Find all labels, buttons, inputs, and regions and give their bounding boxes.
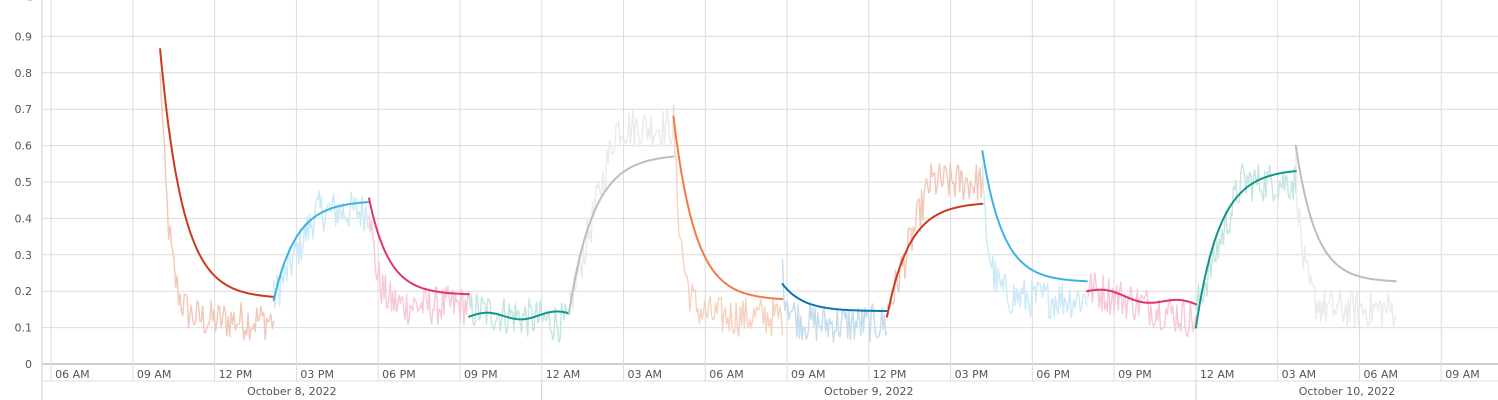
series-line bbox=[781, 282, 888, 312]
y-tick-label: 0 bbox=[25, 358, 32, 371]
series-line bbox=[981, 150, 1088, 283]
x-tick-label: 03 AM bbox=[1282, 368, 1317, 381]
series-line bbox=[886, 202, 984, 318]
y-tick-label: 0.8 bbox=[15, 67, 33, 80]
smoothed-series-layer bbox=[159, 48, 1397, 329]
x-tick-label: 09 AM bbox=[137, 368, 172, 381]
date-label: October 8, 2022 bbox=[247, 385, 337, 398]
x-tick-label: 12 PM bbox=[873, 368, 907, 381]
x-tick-label: 03 AM bbox=[627, 368, 662, 381]
series-line bbox=[468, 310, 570, 321]
x-tick-label: 03 PM bbox=[955, 368, 989, 381]
raw-series-layer bbox=[159, 72, 1397, 343]
y-tick-label: 0.3 bbox=[15, 249, 33, 262]
raw-series-line bbox=[368, 215, 470, 326]
y-tick-label: 0.6 bbox=[15, 140, 33, 153]
raw-series-line bbox=[781, 258, 888, 343]
raw-series-line bbox=[468, 291, 570, 343]
axes: 0 0.1 0.2 0.3 0.4 0.5 0.6 0.7 0.8 0.9 06 AM 09 AM 12… bbox=[15, 0, 1480, 398]
x-tick-label: 06 AM bbox=[55, 368, 90, 381]
y-tick-label: 0.4 bbox=[15, 212, 33, 225]
x-tick-label: 06 AM bbox=[1363, 368, 1398, 381]
series-line bbox=[1194, 170, 1297, 329]
x-tick-label: 09 PM bbox=[464, 368, 498, 381]
raw-series-line bbox=[568, 109, 675, 310]
x-tick-label: 12 PM bbox=[219, 368, 253, 381]
y-tick-label: 0.2 bbox=[15, 285, 33, 298]
x-tick-label: 03 PM bbox=[300, 368, 334, 381]
x-tick-label: 12 AM bbox=[1200, 368, 1235, 381]
x-tick-label: 06 AM bbox=[709, 368, 744, 381]
raw-series-line bbox=[159, 72, 275, 341]
raw-series-line bbox=[981, 164, 1088, 320]
date-label: October 10, 2022 bbox=[1299, 385, 1396, 398]
date-label: October 9, 2022 bbox=[824, 385, 914, 398]
series-line bbox=[1294, 144, 1397, 283]
grid bbox=[41, 0, 1498, 400]
x-tick-label: 12 AM bbox=[546, 368, 581, 381]
series-line bbox=[1085, 288, 1197, 306]
series-line bbox=[672, 115, 784, 301]
series-line bbox=[159, 48, 275, 298]
raw-series-line bbox=[1195, 163, 1297, 311]
y-tick-label: 0.9 bbox=[15, 30, 33, 43]
x-tick-label: 09 AM bbox=[1445, 368, 1480, 381]
y-tick-label: 0.7 bbox=[15, 103, 33, 116]
x-tick-label: 06 PM bbox=[1036, 368, 1070, 381]
series-line bbox=[368, 197, 470, 296]
raw-series-line bbox=[672, 105, 784, 338]
series-line bbox=[568, 155, 675, 314]
raw-series-line bbox=[273, 190, 370, 309]
x-tick-label: 09 PM bbox=[1118, 368, 1152, 381]
raw-series-line bbox=[886, 162, 984, 310]
raw-series-line bbox=[1086, 271, 1197, 338]
series-line bbox=[272, 201, 371, 302]
x-tick-label: 09 AM bbox=[791, 368, 826, 381]
x-tick-label: 06 PM bbox=[382, 368, 416, 381]
y-tick-label: 0.5 bbox=[15, 176, 33, 189]
raw-series-line bbox=[1295, 149, 1397, 329]
y-tick-label: 0.1 bbox=[15, 322, 33, 335]
